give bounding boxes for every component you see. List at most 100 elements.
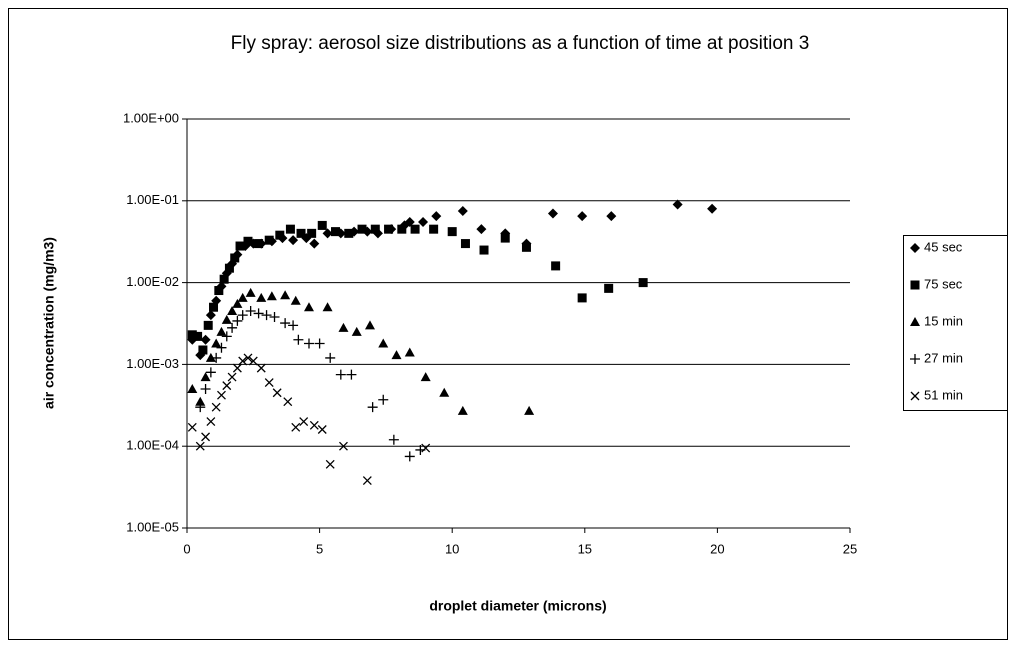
marker-plus xyxy=(280,318,291,329)
marker-square xyxy=(285,224,295,234)
marker-triangle xyxy=(322,302,333,312)
marker-triangle xyxy=(237,292,248,302)
marker-diamond xyxy=(672,199,683,210)
marker-square xyxy=(235,241,245,251)
marker-triangle xyxy=(280,290,291,300)
marker-triangle xyxy=(404,347,415,357)
chart-frame xyxy=(8,8,1008,640)
marker-square xyxy=(410,224,420,234)
marker-diamond xyxy=(707,203,718,214)
marker-square xyxy=(384,224,394,234)
marker-triangle xyxy=(227,305,238,315)
marker-plus xyxy=(205,367,216,378)
marker-cross xyxy=(232,363,242,373)
marker-cross xyxy=(195,441,205,451)
marker-plus xyxy=(227,322,238,333)
marker-plus xyxy=(261,310,272,321)
marker-square xyxy=(275,230,285,240)
marker-cross xyxy=(910,391,920,401)
marker-cross xyxy=(272,388,282,398)
marker-plus xyxy=(216,342,227,353)
marker-cross xyxy=(187,422,197,432)
marker-square xyxy=(460,239,470,249)
marker-cross xyxy=(309,420,319,430)
marker-cross xyxy=(217,390,226,400)
marker-triangle xyxy=(910,317,920,326)
marker-cross xyxy=(283,397,293,407)
marker-diamond xyxy=(309,238,320,249)
marker-cross xyxy=(256,363,266,373)
marker-triangle xyxy=(290,295,301,305)
marker-plus xyxy=(335,369,346,380)
x-tick-label: 15 xyxy=(578,541,592,556)
marker-triangle xyxy=(266,291,277,301)
x-tick-label: 20 xyxy=(710,541,724,556)
marker-square xyxy=(209,302,219,312)
legend-label: 75 sec xyxy=(924,276,963,291)
y-tick-label: 1.00E-05 xyxy=(126,519,179,534)
marker-square xyxy=(479,245,489,255)
marker-plus xyxy=(367,402,378,413)
marker-square xyxy=(638,278,648,288)
marker-diamond xyxy=(910,243,920,253)
marker-cross xyxy=(325,459,335,469)
marker-square xyxy=(219,274,229,284)
marker-plus xyxy=(288,320,299,331)
marker-square xyxy=(193,331,203,341)
marker-cross xyxy=(201,432,211,442)
marker-triangle xyxy=(351,326,362,336)
marker-diamond xyxy=(547,208,558,219)
marker-plus xyxy=(404,451,415,462)
marker-cross xyxy=(222,381,232,391)
marker-square xyxy=(429,224,439,234)
marker-triangle xyxy=(211,338,222,348)
marker-square xyxy=(296,228,306,238)
marker-diamond xyxy=(431,211,442,222)
x-axis-label: droplet diameter (microns) xyxy=(429,598,606,614)
marker-triangle xyxy=(439,387,450,397)
marker-triangle xyxy=(303,302,314,312)
marker-cross xyxy=(211,402,221,412)
marker-triangle xyxy=(524,405,535,415)
marker-square xyxy=(910,280,920,290)
legend-label: 15 min xyxy=(924,313,963,328)
legend-label: 27 min xyxy=(924,350,963,365)
marker-plus xyxy=(346,369,357,380)
legend-label: 51 min xyxy=(924,387,963,402)
marker-plus xyxy=(293,334,304,345)
legend-label: 45 sec xyxy=(924,239,963,254)
marker-triangle xyxy=(256,292,267,302)
marker-plus xyxy=(325,352,336,363)
marker-square xyxy=(243,236,253,246)
marker-triangle xyxy=(420,372,431,382)
marker-cross xyxy=(421,443,431,453)
y-tick-label: 1.00E-03 xyxy=(126,356,179,371)
x-tick-label: 10 xyxy=(445,541,459,556)
marker-plus xyxy=(269,311,280,322)
marker-diamond xyxy=(418,217,429,228)
marker-triangle xyxy=(200,372,211,382)
marker-triangle xyxy=(187,384,198,394)
marker-square xyxy=(577,293,587,303)
marker-square xyxy=(187,330,197,340)
marker-square xyxy=(397,224,407,234)
marker-cross xyxy=(299,417,309,427)
marker-diamond xyxy=(476,224,487,235)
marker-square xyxy=(254,239,264,249)
marker-diamond xyxy=(322,228,333,239)
marker-diamond xyxy=(577,211,588,222)
marker-square xyxy=(551,261,561,271)
marker-triangle xyxy=(457,405,468,415)
marker-square xyxy=(604,283,614,293)
marker-square xyxy=(331,227,341,237)
marker-plus xyxy=(303,338,314,349)
marker-cross xyxy=(264,378,274,388)
marker-plus xyxy=(314,338,325,349)
marker-cross xyxy=(248,356,258,366)
marker-cross xyxy=(339,441,348,451)
marker-plus xyxy=(221,331,232,342)
marker-plus xyxy=(253,308,264,319)
marker-cross xyxy=(243,353,253,363)
chart-title: Fly spray: aerosol size distributions as… xyxy=(230,33,810,54)
marker-square xyxy=(230,253,240,263)
